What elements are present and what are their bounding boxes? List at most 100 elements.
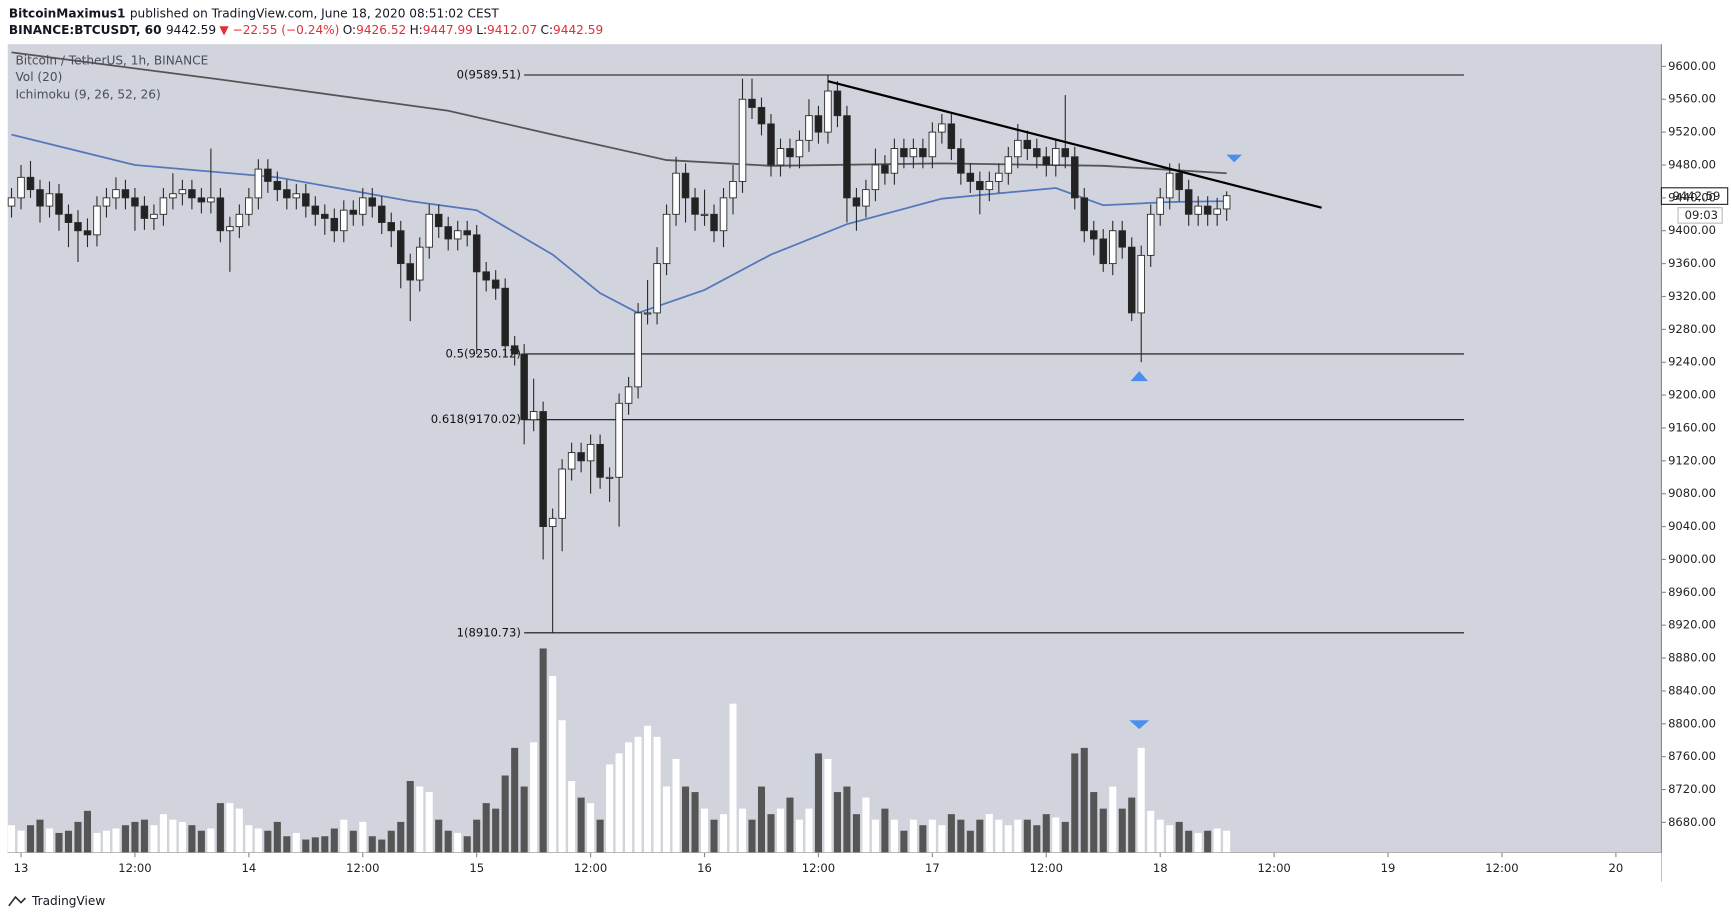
volume-bar	[188, 825, 196, 853]
volume-bar	[1023, 819, 1031, 853]
time-axis-bg	[7, 852, 1662, 882]
candle-body	[558, 468, 566, 519]
candle-body	[529, 411, 538, 421]
logo-icon	[8, 895, 26, 907]
volume-bar	[216, 803, 224, 853]
x-tick-label: 12:00	[1257, 861, 1290, 875]
volume-bar	[55, 832, 63, 853]
symbol: BINANCE:BTCUSDT, 60	[9, 22, 162, 36]
volume-bar	[1194, 832, 1202, 853]
candle-body	[197, 197, 206, 203]
volume-bar	[1147, 810, 1155, 853]
candle-body	[643, 312, 652, 315]
volume-bar	[1213, 828, 1221, 853]
volume-bar	[197, 830, 205, 853]
x-tick-label: 12:00	[346, 861, 379, 875]
volume-bar	[1004, 825, 1012, 853]
x-tick-label: 12:00	[574, 861, 607, 875]
x-tick-label: 15	[469, 861, 484, 875]
candle-body	[1156, 197, 1164, 215]
candle-body	[776, 148, 785, 166]
y-tick-label: 8920.00	[1668, 618, 1716, 632]
volume-bar	[606, 764, 614, 853]
volume-bar	[93, 832, 101, 853]
indicator-line	[11, 133, 1227, 314]
x-tick-label: 13	[14, 861, 29, 875]
fib-label: 1(8910.73)	[457, 625, 521, 639]
x-tick-label: 17	[925, 861, 940, 875]
candle-body	[245, 197, 253, 215]
candle-body	[131, 197, 139, 207]
y-tick-label: 9080.00	[1668, 486, 1716, 500]
volume-bar	[1156, 819, 1164, 853]
candle-body	[501, 287, 509, 347]
volume-bar	[577, 797, 585, 853]
volume-bar	[881, 808, 889, 853]
candle-body	[966, 172, 975, 182]
candle-body	[624, 386, 633, 404]
candle-body	[653, 263, 661, 314]
volume-bar	[131, 821, 139, 853]
volume-bar	[121, 825, 129, 853]
candle-body	[1213, 208, 1221, 215]
volume-bar	[691, 792, 699, 853]
candle-body	[662, 213, 671, 265]
published: published on TradingView.com, June 18, 2…	[130, 6, 500, 20]
volume-bar	[738, 808, 747, 853]
countdown-box	[1677, 207, 1723, 224]
volume-bar	[444, 830, 452, 853]
y-tick-label: 9560.00	[1668, 92, 1716, 106]
volume-bar	[178, 821, 186, 853]
candle-body	[567, 452, 576, 470]
candle-body	[1071, 156, 1079, 199]
candle-body	[767, 123, 775, 166]
l-label: L:	[476, 22, 487, 36]
change: ▼ −22.55 (−0.24%)	[219, 22, 339, 36]
volume-bar	[947, 814, 955, 853]
volume-bar	[378, 839, 386, 853]
candle-body	[710, 213, 718, 232]
candle-body	[1108, 230, 1117, 265]
volume-bar	[283, 836, 291, 853]
volume-bar	[26, 825, 35, 853]
candle-body	[425, 213, 433, 248]
candle-body	[472, 234, 481, 273]
candle-body	[852, 197, 861, 207]
candle-body	[548, 517, 557, 528]
candle-body	[634, 312, 642, 388]
candle-body	[909, 148, 918, 158]
volume-bar	[425, 792, 433, 853]
candle-body	[1127, 246, 1136, 314]
candle-body	[36, 189, 44, 207]
y-tick-label: 9200.00	[1668, 388, 1716, 402]
y-tick-label: 9440.00	[1668, 190, 1716, 204]
candle-body	[681, 172, 690, 199]
h-label: H:	[410, 22, 423, 36]
volume-bar	[1175, 821, 1183, 853]
candle-body	[396, 230, 405, 265]
volume-bar	[568, 781, 576, 853]
volume-bar	[719, 814, 728, 853]
y-tick-label: 9240.00	[1668, 355, 1716, 369]
volume-bar	[833, 792, 841, 853]
volume-bar	[473, 819, 481, 853]
volume-bar	[435, 819, 443, 853]
pane-title: Bitcoin / TetherUS, 1h, BINANCE	[15, 53, 208, 67]
footer-text: TradingView	[31, 894, 105, 908]
volume-bar	[814, 753, 822, 853]
candle-body	[378, 205, 386, 223]
x-tick-label: 19	[1381, 861, 1396, 875]
volume-bar	[672, 758, 680, 853]
candle-body	[1137, 254, 1145, 314]
candle-body	[387, 222, 396, 232]
countdown: 09:03	[1685, 208, 1718, 222]
volume-bar	[340, 819, 348, 853]
y-tick-label: 8960.00	[1668, 585, 1716, 599]
volume-bar	[273, 821, 281, 853]
y-tick-label: 8680.00	[1668, 815, 1716, 829]
y-tick-label: 8800.00	[1668, 716, 1716, 730]
candle-body	[311, 205, 320, 215]
candle-body	[150, 213, 158, 219]
